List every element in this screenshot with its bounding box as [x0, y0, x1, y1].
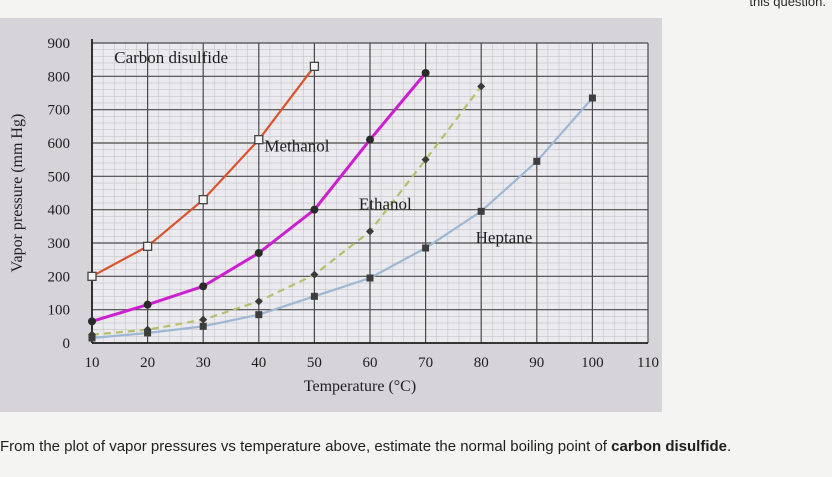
x-tick-label: 110 — [637, 355, 659, 371]
header-fragment-text: this question. — [749, 0, 826, 9]
question-prefix: From the plot of vapor pressures vs temp… — [0, 438, 612, 455]
data-point-marker — [421, 155, 430, 164]
x-tick-label: 10 — [85, 355, 100, 371]
data-point-marker — [88, 317, 96, 326]
data-point-marker — [588, 94, 596, 102]
y-tick-label: 500 — [48, 169, 71, 185]
series-label: Methanol — [264, 136, 329, 155]
x-tick-label: 90 — [529, 355, 544, 371]
x-tick-label: 20 — [140, 355, 155, 371]
data-point-marker — [310, 270, 319, 279]
data-point-marker — [366, 135, 374, 144]
data-point-marker — [144, 329, 152, 337]
vapor-pressure-chart: 0 100 200 300 400 500 600 700 800 900 10 20 30 40 50 60… — [9, 36, 659, 395]
data-point-marker — [199, 322, 207, 330]
data-point-marker — [309, 61, 320, 71]
series-label: Carbon disulfide — [114, 48, 228, 67]
data-point-marker — [421, 69, 430, 77]
data-point-marker — [88, 334, 96, 342]
data-point-marker — [422, 244, 430, 252]
data-point-marker — [477, 207, 485, 215]
data-point-marker — [533, 157, 541, 165]
y-tick-label: 400 — [48, 203, 71, 219]
chart-figure: 0 100 200 300 400 500 600 700 800 900 10 20 30 40 50 60… — [0, 18, 662, 412]
x-tick-label: 60 — [363, 355, 378, 371]
data-point-marker — [199, 282, 208, 291]
series-label: Ethanol — [359, 195, 412, 214]
x-tick-label: 80 — [474, 355, 489, 371]
data-point-marker — [310, 292, 318, 300]
data-point-marker — [255, 311, 263, 319]
y-tick-label: 100 — [48, 303, 71, 319]
data-point-marker — [199, 315, 208, 324]
x-tick-label: 40 — [251, 355, 266, 371]
series-line — [91, 85, 483, 336]
data-point-marker — [254, 135, 264, 145]
question-text: From the plot of vapor pressures vs temp… — [0, 438, 832, 455]
data-point-marker — [87, 271, 97, 281]
x-tick-label: 50 — [307, 355, 322, 371]
data-point-marker — [477, 82, 486, 91]
y-tick-label: 900 — [48, 36, 71, 52]
series-line — [91, 97, 594, 340]
data-point-marker — [366, 227, 374, 236]
data-point-marker — [142, 241, 153, 251]
y-tick-label: 700 — [48, 103, 71, 119]
question-emphasis: carbon disulfide — [611, 438, 727, 455]
data-point-marker — [254, 297, 263, 306]
data-point-marker — [310, 205, 319, 214]
y-tick-label: 200 — [48, 269, 71, 285]
series-label: Heptane — [476, 228, 533, 247]
y-axis-title: Vapor pressure (mm Hg) — [9, 114, 26, 273]
data-point-marker — [143, 300, 152, 309]
x-tick-label: 70 — [418, 355, 433, 371]
y-tick-label: 300 — [48, 236, 71, 252]
x-axis-title: Temperature (°C) — [304, 378, 416, 395]
x-tick-label: 100 — [581, 355, 604, 371]
data-point-marker — [366, 274, 374, 282]
y-tick-label: 600 — [48, 136, 71, 152]
y-tick-label: 0 — [63, 336, 71, 352]
y-tick-label: 800 — [48, 69, 71, 85]
question-end: . — [727, 438, 732, 455]
x-tick-label: 30 — [196, 355, 211, 371]
data-point-marker — [254, 249, 263, 257]
data-point-marker — [198, 195, 208, 205]
